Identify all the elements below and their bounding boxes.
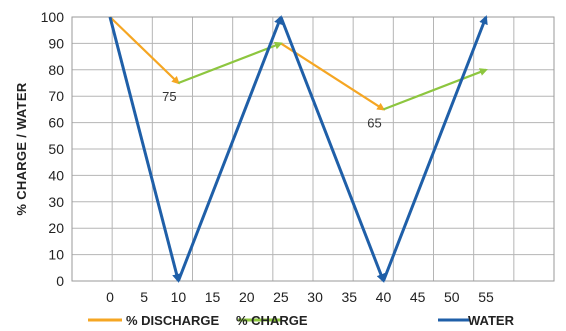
data-label: 65 — [367, 115, 381, 130]
x-tick-label: 10 — [171, 289, 187, 305]
series-segment — [176, 15, 283, 282]
x-tick-label: 35 — [341, 289, 357, 305]
series-charge — [177, 41, 488, 111]
plot-frame — [71, 16, 555, 282]
x-tick-label: 55 — [478, 289, 494, 305]
series-segment — [279, 16, 386, 283]
series-segment — [177, 41, 283, 85]
y-tick-label: 0 — [56, 273, 64, 289]
legend: % DISCHARGE % CHARGE WATER — [88, 313, 515, 328]
data-label: 75 — [162, 89, 176, 104]
x-axis-ticks: 0 5 10 15 20 25 30 35 40 45 50 55 — [106, 289, 494, 305]
y-tick-label: 30 — [48, 194, 64, 210]
x-tick-label: 0 — [106, 289, 114, 305]
series-segment — [109, 16, 180, 85]
series-segment — [108, 16, 181, 283]
series-segment — [382, 15, 488, 282]
legend-label-discharge: % DISCHARGE — [126, 313, 220, 328]
annotation-layer: 75 65 — [162, 89, 382, 130]
y-tick-label: 10 — [48, 247, 64, 263]
y-tick-label: 60 — [48, 115, 64, 131]
series-water — [108, 15, 488, 283]
y-tick-label: 100 — [41, 9, 65, 25]
y-tick-label: 40 — [48, 167, 64, 183]
y-axis-label: % CHARGE / WATER — [14, 82, 29, 215]
x-tick-label: 40 — [376, 289, 392, 305]
y-tick-label: 90 — [48, 35, 64, 51]
x-tick-label: 20 — [239, 289, 255, 305]
y-axis-ticks: 0 10 20 30 40 50 60 70 80 90 100 — [41, 9, 65, 289]
x-tick-label: 15 — [205, 289, 221, 305]
x-tick-label: 25 — [273, 289, 289, 305]
x-tick-label: 45 — [410, 289, 426, 305]
x-tick-label: 30 — [307, 289, 323, 305]
series-layer — [108, 15, 488, 283]
y-tick-label: 70 — [48, 88, 64, 104]
x-tick-label: 5 — [140, 289, 148, 305]
series-segment — [280, 42, 386, 111]
legend-label-water: WATER — [468, 313, 515, 328]
x-tick-label: 50 — [444, 289, 460, 305]
series-segment — [383, 68, 488, 111]
y-tick-label: 80 — [48, 62, 64, 78]
y-tick-label: 20 — [48, 220, 64, 236]
legend-label-charge: % CHARGE — [236, 313, 308, 328]
series-discharge — [109, 16, 386, 111]
y-tick-label: 50 — [48, 141, 64, 157]
